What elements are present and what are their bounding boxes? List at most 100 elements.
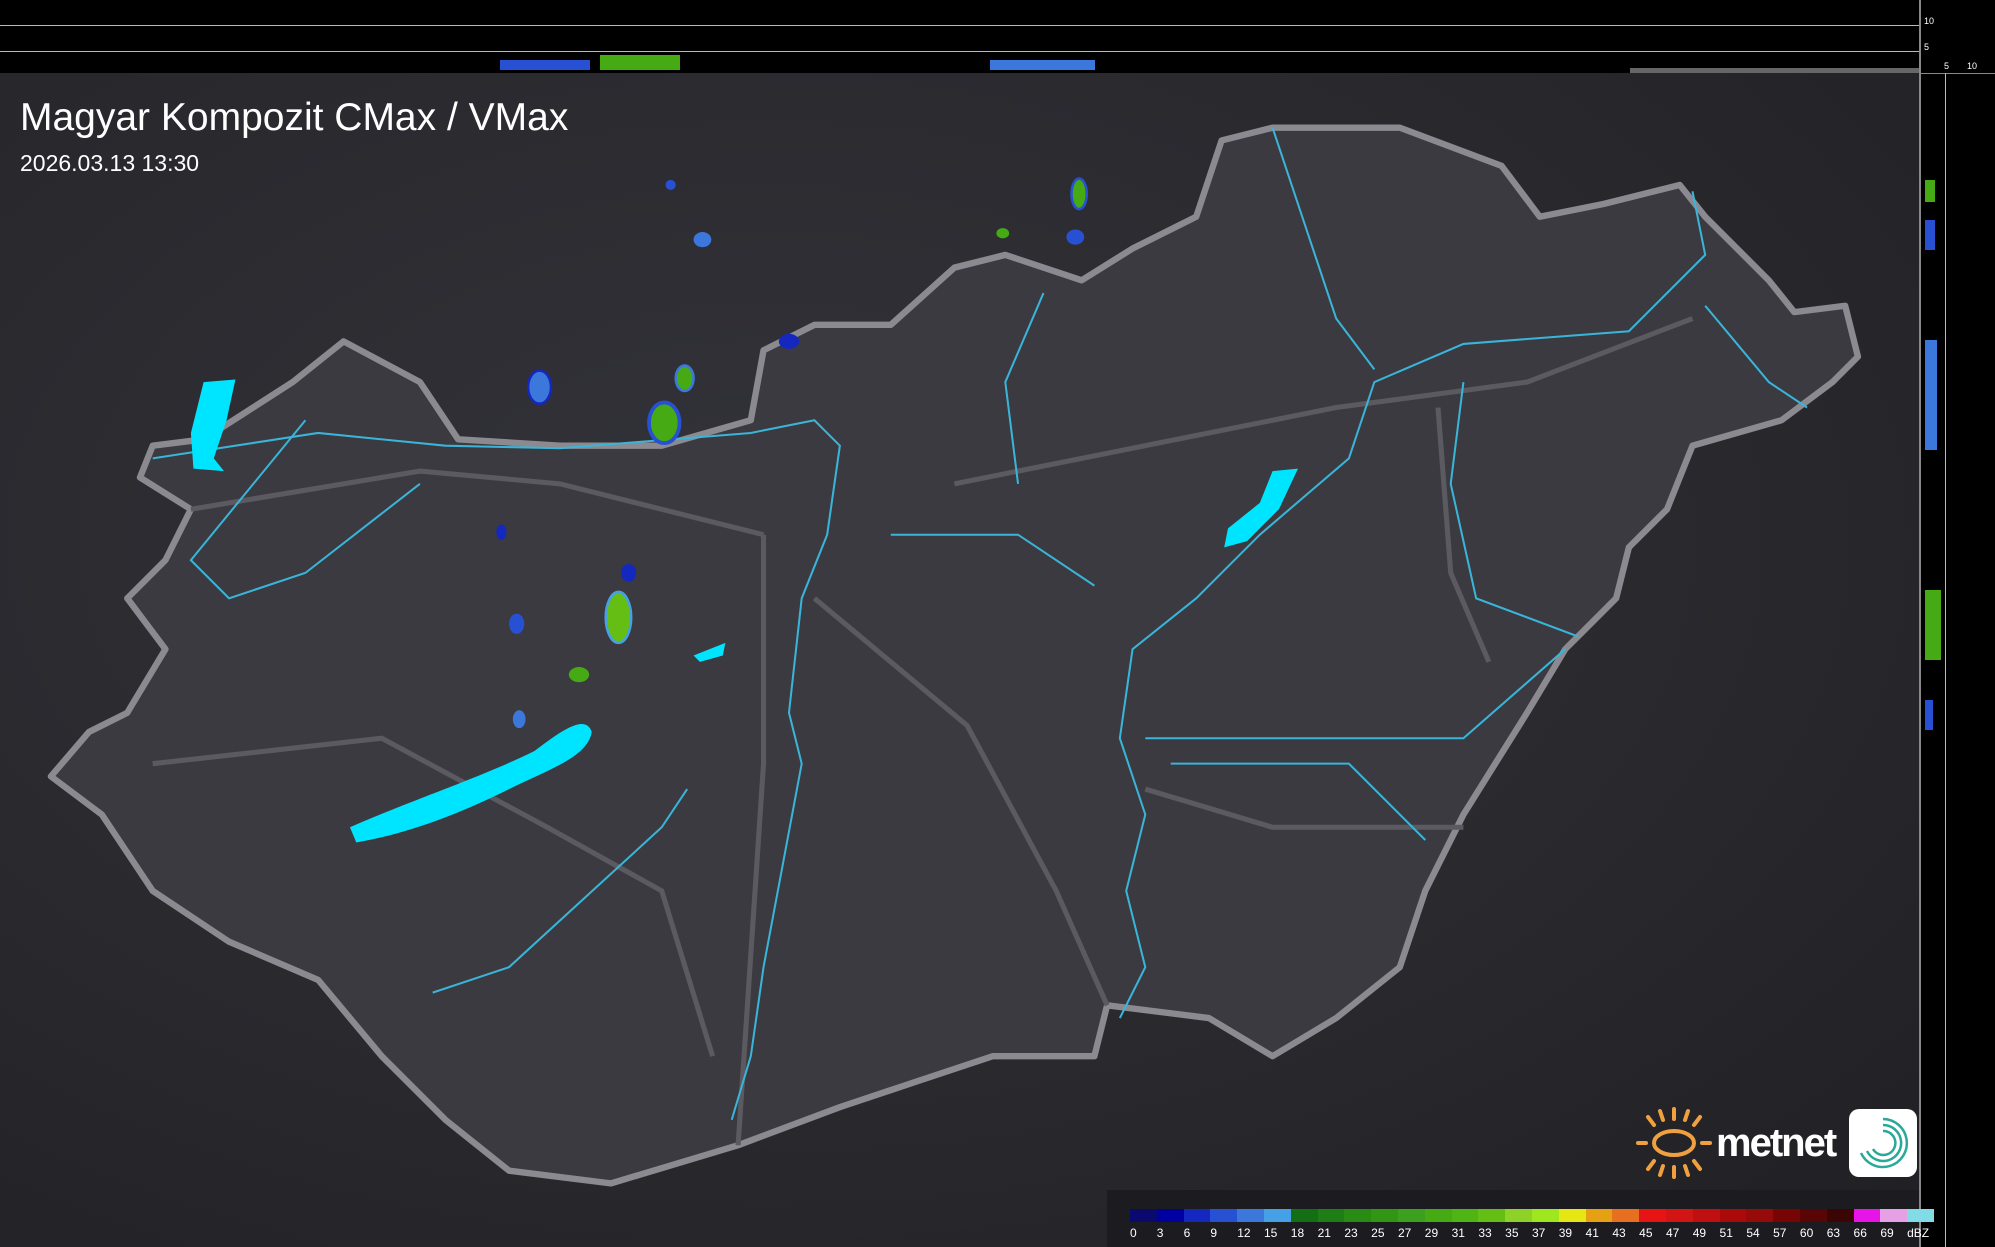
tick-label: 5 [1924, 42, 1930, 52]
legend-label: 25 [1371, 1226, 1385, 1240]
legend-swatch [1692, 1209, 1720, 1222]
legend-label: 21 [1317, 1226, 1331, 1240]
radar-echoes [496, 177, 1089, 729]
legend-swatch [1237, 1209, 1264, 1222]
legend-label: 3 [1156, 1226, 1164, 1240]
dbz-legend: 0 3 6 9 12 15 18 21 23 25 27 29 31 33 35 37 39 41 43 45 47 49… [1107, 1190, 1934, 1247]
legend-swatch [1183, 1209, 1211, 1222]
legend-label: 23 [1344, 1226, 1358, 1240]
app-icon [1849, 1109, 1918, 1177]
legend-swatch [1665, 1209, 1693, 1222]
lake-velence [693, 642, 726, 662]
legend-swatch [1612, 1209, 1640, 1222]
legend-label: 47 [1665, 1226, 1680, 1240]
legend-swatch [1531, 1209, 1559, 1222]
legend-label: 43 [1612, 1226, 1626, 1240]
tick-label: 5 [1944, 61, 1950, 71]
legend-swatch [1451, 1209, 1479, 1222]
legend-swatch [1478, 1209, 1506, 1222]
legend-swatch [1880, 1209, 1908, 1222]
strip-gridline [1945, 73, 1946, 1247]
metnet-logo: metnet [1636, 1105, 1918, 1181]
strip-divider [1921, 73, 1995, 74]
profile-ground [1630, 68, 1919, 73]
legend-label: 35 [1505, 1226, 1519, 1240]
legend-swatch [1397, 1209, 1425, 1222]
legend-label: 54 [1746, 1226, 1760, 1240]
map-title: Magyar Kompozit CMax / VMax [20, 96, 569, 139]
legend-label: 9 [1210, 1226, 1218, 1240]
legend-swatch [1746, 1209, 1774, 1222]
tisza-river [1118, 191, 1707, 1019]
legend-label: 49 [1692, 1226, 1707, 1240]
map-timestamp: 2026.03.13 13:30 [20, 150, 200, 176]
legend-swatch [1156, 1209, 1184, 1222]
legend-swatch [1290, 1209, 1318, 1222]
legend-swatch [1853, 1209, 1881, 1222]
legend-swatch [1424, 1209, 1452, 1222]
danube-river [152, 419, 841, 1121]
hungary-border [47, 124, 1862, 1187]
tick-label: 10 [1967, 61, 1978, 71]
legend-swatch [1719, 1209, 1747, 1222]
lake-neusiedl [190, 379, 236, 472]
legend-labels: 0 3 6 9 12 15 18 21 23 25 27 29 31 33 35 37 39 41 43 45 47 49… [1130, 1226, 1929, 1240]
legend-label: 15 [1263, 1226, 1278, 1240]
rivers [152, 127, 1808, 1121]
legend-label: 37 [1531, 1226, 1546, 1240]
legend-label: 57 [1773, 1226, 1787, 1240]
profile-echo [1925, 590, 1941, 660]
lake-balaton [349, 723, 592, 843]
profile-gridline-5 [0, 51, 1919, 52]
spiral-icon [1860, 1117, 1909, 1169]
sun-icon [1636, 1107, 1712, 1179]
legend-swatch [1907, 1209, 1934, 1222]
profile-gridline-10 [0, 25, 1919, 26]
legend-label: 63 [1826, 1226, 1841, 1240]
profile-echo [500, 60, 590, 70]
lakes [190, 379, 1298, 843]
profile-echo [1925, 340, 1937, 450]
legend-label: 12 [1237, 1226, 1251, 1240]
profile-echo [600, 55, 680, 70]
legend-colorbar [1130, 1209, 1934, 1222]
legend-label: 69 [1880, 1226, 1894, 1240]
legend-swatch [1558, 1209, 1586, 1222]
legend-label: 45 [1639, 1226, 1653, 1240]
legend-swatch [1263, 1209, 1291, 1222]
profile-echo [990, 60, 1095, 70]
radar-map[interactable] [0, 73, 1919, 1247]
legend-swatch [1317, 1209, 1345, 1222]
legend-swatch [1344, 1209, 1372, 1222]
legend-label: 27 [1397, 1226, 1412, 1240]
legend-label: 60 [1799, 1226, 1814, 1240]
tick-label: 10 [1924, 16, 1935, 26]
profile-echo [1925, 180, 1935, 202]
brand-name: metnet [1716, 1120, 1837, 1165]
profile-echo [1925, 700, 1933, 730]
horizontal-profile-strip [0, 0, 1919, 73]
legend-swatch [1210, 1209, 1238, 1222]
legend-swatch [1505, 1209, 1532, 1222]
legend-label: 41 [1585, 1226, 1599, 1240]
legend-unit: dBZ [1907, 1226, 1930, 1240]
legend-swatch [1799, 1209, 1827, 1222]
legend-label: 6 [1183, 1226, 1191, 1240]
legend-swatch [1773, 1209, 1800, 1222]
map-layer [47, 124, 1862, 1187]
legend-label: 0 [1130, 1226, 1137, 1240]
legend-label: 29 [1424, 1226, 1439, 1240]
legend-label: 18 [1290, 1226, 1305, 1240]
legend-label: 39 [1558, 1226, 1573, 1240]
county-borders [152, 316, 1694, 1146]
vertical-profile-strip: 10 5 5 10 [1919, 0, 1995, 1247]
legend-swatch [1639, 1209, 1666, 1222]
legend-swatch [1585, 1209, 1613, 1222]
legend-swatch [1130, 1209, 1157, 1222]
legend-label: 33 [1478, 1226, 1492, 1240]
legend-swatch [1371, 1209, 1398, 1222]
legend-label: 51 [1719, 1226, 1733, 1240]
legend-label: 66 [1853, 1226, 1867, 1240]
legend-label: 31 [1451, 1226, 1465, 1240]
